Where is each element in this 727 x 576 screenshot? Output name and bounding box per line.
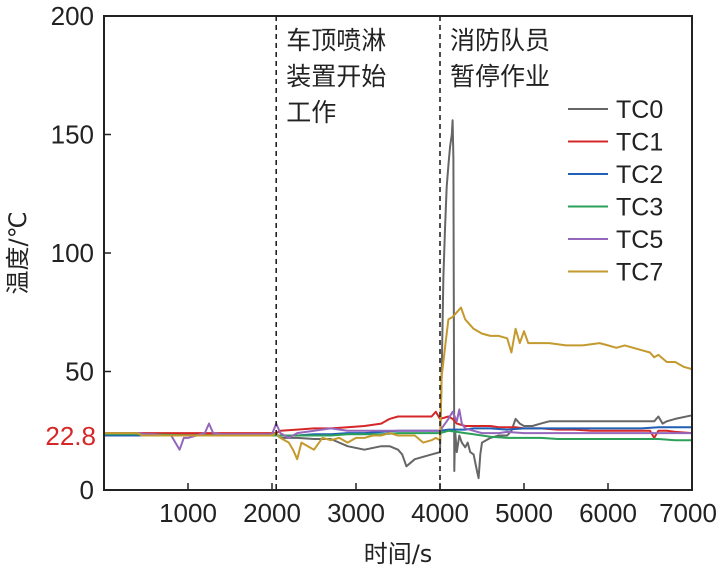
series-line-tc5 xyxy=(104,408,692,451)
legend-label-tc0: TC0 xyxy=(616,96,663,124)
y-tick-label: 50 xyxy=(65,357,94,387)
highlight-value-label: 22.8 xyxy=(45,421,96,451)
series-line-tc7 xyxy=(104,306,693,461)
y-tick-label: 150 xyxy=(51,120,94,150)
legend-label-tc1: TC1 xyxy=(616,129,663,157)
x-axis-label: 时间/s xyxy=(364,540,433,568)
y-ticks: 0 50 100 150 200 xyxy=(51,1,111,505)
vline-annotation-line: 消防队员 xyxy=(450,26,550,55)
legend-label-tc2: TC2 xyxy=(616,161,663,189)
series-line-tc0 xyxy=(104,119,693,480)
vline-layer xyxy=(275,16,441,490)
legend: TC0 TC1 TC2 TC3 TC5 TC7 xyxy=(568,96,663,287)
vline-annotation-line: 装置开始 xyxy=(286,62,386,91)
x-tick-label: 1000 xyxy=(159,498,217,528)
vline-annotation-line: 工作 xyxy=(286,98,336,127)
legend-label-tc5: TC5 xyxy=(616,226,663,254)
y-tick-label: 200 xyxy=(51,1,94,31)
y-tick-label: 0 xyxy=(80,475,94,505)
x-tick-label: 2000 xyxy=(243,498,301,528)
x-tick-label: 4000 xyxy=(411,498,469,528)
y-tick-label: 100 xyxy=(51,238,94,268)
x-tick-label: 6000 xyxy=(579,498,637,528)
legend-label-tc7: TC7 xyxy=(616,259,663,287)
y-axis-label: 温度/℃ xyxy=(4,211,32,294)
legend-label-tc3: TC3 xyxy=(616,194,663,222)
x-tick-label: 7000 xyxy=(659,498,717,528)
x-ticks: 1000 2000 3000 4000 5000 6000 7000 xyxy=(159,483,717,528)
vline-annotation-line: 车顶喷淋 xyxy=(286,26,386,55)
vline-annotation-line: 暂停作业 xyxy=(450,62,550,91)
series-layer xyxy=(104,119,693,480)
plot-frame xyxy=(103,15,693,491)
x-tick-label: 3000 xyxy=(327,498,385,528)
series-line-tc3 xyxy=(104,429,692,442)
x-tick-label: 5000 xyxy=(495,498,553,528)
series-line-tc1 xyxy=(104,410,693,439)
